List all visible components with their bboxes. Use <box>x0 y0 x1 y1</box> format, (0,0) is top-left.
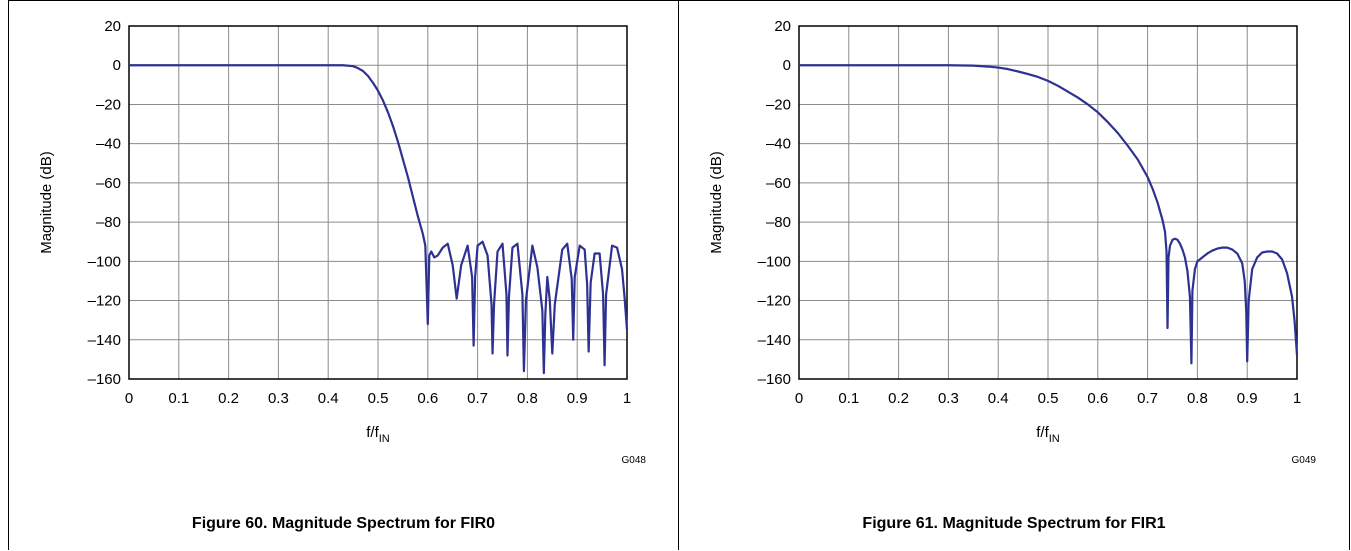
y-tick-label: 20 <box>774 18 791 35</box>
x-tick-label: 0.9 <box>1237 390 1258 407</box>
figure-61-panel: 0 0.1 0.2 0.3 0.4 0.5 0.6 0.7 0.8 0.9 1 20 0 –20 –40 –6… <box>679 0 1350 550</box>
plot-frame <box>798 25 1298 380</box>
plot-frame <box>128 25 628 380</box>
y-axis-title: Magnitude (dB) <box>38 151 55 254</box>
x-tick-label: 0.5 <box>1038 390 1059 407</box>
fir0-magnitude-chart: 0 0.1 0.2 0.3 0.4 0.5 0.6 0.7 0.8 0.9 1 20 0 –20 –40 –6… <box>38 18 647 466</box>
x-axis-title: f/fIN <box>1036 424 1060 445</box>
y-tick-label: –20 <box>96 96 121 113</box>
x-axis-title-subscript: IN <box>379 433 390 445</box>
y-axis-title: Magnitude (dB) <box>708 151 725 254</box>
y-tick-label: –160 <box>88 371 121 388</box>
x-tick-label: 1 <box>1293 390 1301 407</box>
y-tick-label: 0 <box>783 57 791 74</box>
y-tick-label: –40 <box>766 136 791 153</box>
x-tick-label: 0.6 <box>1087 390 1108 407</box>
x-tick-label: 0.1 <box>168 390 189 407</box>
y-tick-label: –80 <box>96 214 121 231</box>
x-axis-title: f/fIN <box>366 424 390 445</box>
fir1-magnitude-chart: 0 0.1 0.2 0.3 0.4 0.5 0.6 0.7 0.8 0.9 1 20 0 –20 –40 –6… <box>708 18 1317 466</box>
magnitude-series-line <box>799 64 1299 365</box>
x-axis-title-main: f/f <box>366 424 379 441</box>
y-tick-label: –120 <box>758 293 791 310</box>
y-tick-label: –40 <box>96 136 121 153</box>
x-tick-label: 0.4 <box>988 390 1009 407</box>
y-tick-label: –140 <box>88 332 121 349</box>
x-tick-label: 0.3 <box>268 390 289 407</box>
x-tick-label: 0.2 <box>218 390 239 407</box>
x-tick-label: 0.2 <box>888 390 909 407</box>
x-tick-label: 0.4 <box>318 390 339 407</box>
x-axis-title-main: f/f <box>1036 424 1049 441</box>
y-tick-label: –60 <box>766 175 791 192</box>
x-tick-label: 0.6 <box>417 390 438 407</box>
x-tick-label: 0.8 <box>517 390 538 407</box>
y-tick-label: –60 <box>96 175 121 192</box>
x-tick-label: 0.9 <box>567 390 588 407</box>
y-tick-label: 20 <box>104 18 121 35</box>
y-tick-label: –120 <box>88 293 121 310</box>
y-tick-label: 0 <box>113 57 121 74</box>
y-tick-label: –100 <box>88 253 121 270</box>
figure-60-panel: 0 0.1 0.2 0.3 0.4 0.5 0.6 0.7 0.8 0.9 1 20 0 –20 –40 –6… <box>8 0 679 550</box>
x-tick-label: 0.3 <box>938 390 959 407</box>
figure-code: G048 <box>622 455 647 466</box>
y-tick-label: –80 <box>766 214 791 231</box>
x-tick-label: 0 <box>125 390 133 407</box>
figure-caption: Figure 61. Magnitude Spectrum for FIR1 <box>862 515 1166 532</box>
x-tick-label: 0 <box>795 390 803 407</box>
x-axis-title-subscript: IN <box>1049 433 1060 445</box>
x-tick-label: 0.1 <box>838 390 859 407</box>
figure-caption: Figure 60. Magnitude Spectrum for FIR0 <box>191 515 496 532</box>
x-tick-label: 1 <box>623 390 631 407</box>
figure-code: G049 <box>1292 455 1317 466</box>
y-tick-label: –140 <box>758 332 791 349</box>
x-tick-label: 0.7 <box>467 390 488 407</box>
x-tick-label: 0.7 <box>1137 390 1158 407</box>
y-tick-label: –100 <box>758 253 791 270</box>
y-tick-label: –160 <box>758 371 791 388</box>
y-tick-label: –20 <box>766 96 791 113</box>
x-tick-label: 0.8 <box>1187 390 1208 407</box>
x-tick-label: 0.5 <box>368 390 389 407</box>
magnitude-series-line <box>129 64 629 375</box>
